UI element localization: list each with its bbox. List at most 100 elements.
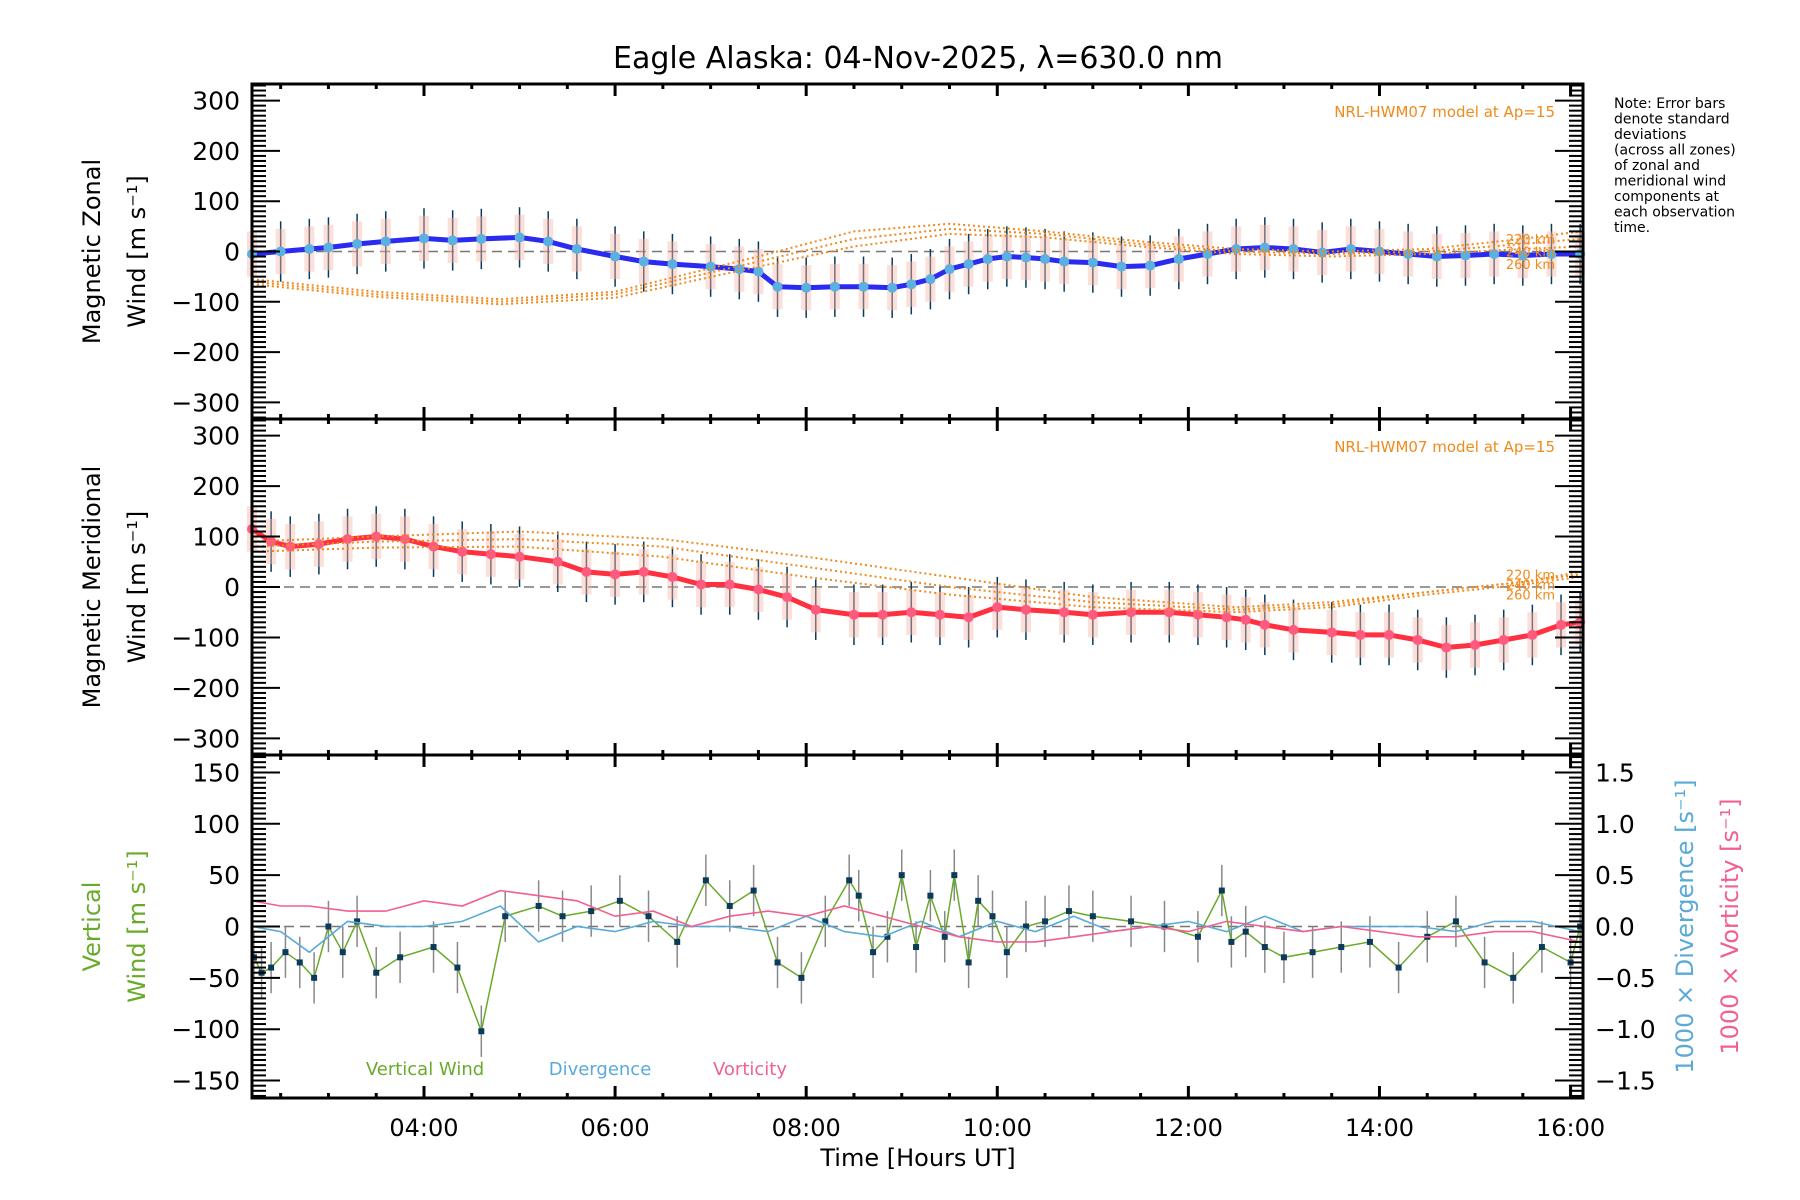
data-point xyxy=(1192,609,1203,620)
model-altitude-label: 240 km xyxy=(1506,578,1555,593)
data-point xyxy=(1116,261,1127,272)
y2-tick-label: 1.5 xyxy=(1595,758,1635,787)
data-point xyxy=(1059,607,1070,618)
note-line: deviations xyxy=(1614,127,1686,143)
data-point xyxy=(1242,928,1249,935)
data-point xyxy=(502,913,509,920)
data-point xyxy=(1001,251,1012,262)
data-point xyxy=(543,236,554,247)
y-tick-label: −300 xyxy=(171,724,240,753)
note-line: time. xyxy=(1614,220,1650,236)
data-point xyxy=(829,281,840,292)
data-point xyxy=(1538,944,1545,951)
series-vertical-wind xyxy=(253,875,1581,1034)
data-point xyxy=(944,264,955,275)
data-point xyxy=(963,259,974,270)
data-point xyxy=(1481,959,1488,966)
y-axis-label-line1: Magnetic Zonal xyxy=(78,159,106,344)
y2-axis-label-vorticity: 1000 × Vorticity [s⁻¹] xyxy=(1716,798,1744,1054)
data-point xyxy=(1309,949,1316,956)
data-point xyxy=(514,551,525,562)
x-tick-label: 08:00 xyxy=(772,1114,841,1142)
data-point xyxy=(772,281,783,292)
data-point xyxy=(1145,260,1156,271)
data-point xyxy=(454,964,461,971)
data-point xyxy=(638,566,649,577)
data-point xyxy=(963,612,974,623)
data-point xyxy=(1020,604,1031,615)
y-tick-label: −50 xyxy=(187,964,240,993)
data-point xyxy=(1202,249,1213,260)
y-tick-label: 300 xyxy=(192,422,240,451)
data-point xyxy=(1395,964,1402,971)
data-point xyxy=(1489,249,1500,260)
data-point xyxy=(1228,938,1235,945)
data-point xyxy=(1240,614,1251,625)
data-point xyxy=(1089,913,1096,920)
y-tick-label: −200 xyxy=(171,338,240,367)
y2-tick-label: −1.0 xyxy=(1595,1015,1656,1044)
model-altitude-label: 260 km xyxy=(1506,258,1555,273)
data-point xyxy=(1441,642,1452,653)
data-point xyxy=(1338,944,1345,951)
data-point xyxy=(1218,887,1225,894)
data-point xyxy=(581,566,592,577)
y-tick-label: −100 xyxy=(171,623,240,652)
data-point xyxy=(941,933,948,940)
data-point xyxy=(702,877,709,884)
data-point xyxy=(810,604,821,615)
data-point xyxy=(753,584,764,595)
series-vorticity xyxy=(251,889,1581,943)
x-tick-label: 10:00 xyxy=(963,1114,1032,1142)
y2-tick-label: −0.5 xyxy=(1595,964,1656,993)
data-point xyxy=(1384,629,1395,640)
data-point xyxy=(870,949,877,956)
y2-tick-label: −1.5 xyxy=(1595,1067,1656,1096)
model-altitude-label: 220 km xyxy=(1506,233,1555,248)
y-axis-label-line1: Vertical xyxy=(78,882,106,972)
data-point xyxy=(397,954,404,961)
data-point xyxy=(906,607,917,618)
data-point xyxy=(1288,243,1299,254)
data-point xyxy=(282,949,289,956)
y-tick-label: 100 xyxy=(192,523,240,552)
model-line-260 xyxy=(251,545,1581,614)
x-tick-label: 06:00 xyxy=(581,1114,650,1142)
data-point xyxy=(1173,254,1184,265)
data-point xyxy=(1460,250,1471,261)
data-point xyxy=(982,254,993,265)
legend-entry: Divergence xyxy=(549,1059,652,1080)
y2-tick-label: 0.0 xyxy=(1595,913,1635,942)
y-tick-label: 200 xyxy=(192,137,240,166)
data-point xyxy=(610,251,621,262)
series-divergence xyxy=(251,905,1581,954)
data-point xyxy=(1003,949,1010,956)
data-point xyxy=(898,872,905,879)
y-tick-label: 100 xyxy=(192,810,240,839)
data-point xyxy=(418,233,429,244)
data-point xyxy=(753,266,764,277)
data-point xyxy=(674,938,681,945)
data-point xyxy=(373,969,380,976)
y-tick-label: −100 xyxy=(171,288,240,317)
y-tick-label: 300 xyxy=(192,87,240,116)
data-point xyxy=(430,944,437,951)
model-altitude-label: 260 km xyxy=(1506,589,1555,604)
x-axis-label: Time [Hours UT] xyxy=(819,1144,1015,1172)
y-tick-label: −150 xyxy=(171,1067,240,1096)
data-point xyxy=(1164,607,1175,618)
data-point xyxy=(645,913,652,920)
data-point xyxy=(925,274,936,285)
data-point xyxy=(992,602,1003,613)
data-point xyxy=(1221,612,1232,623)
data-point xyxy=(782,592,793,603)
data-point xyxy=(1517,250,1528,261)
data-point xyxy=(1317,247,1328,258)
data-point xyxy=(323,242,334,253)
data-point xyxy=(535,902,542,909)
note-line: (across all zones) xyxy=(1614,143,1736,159)
data-point xyxy=(822,918,829,925)
data-point xyxy=(705,261,716,272)
data-point xyxy=(371,531,382,542)
